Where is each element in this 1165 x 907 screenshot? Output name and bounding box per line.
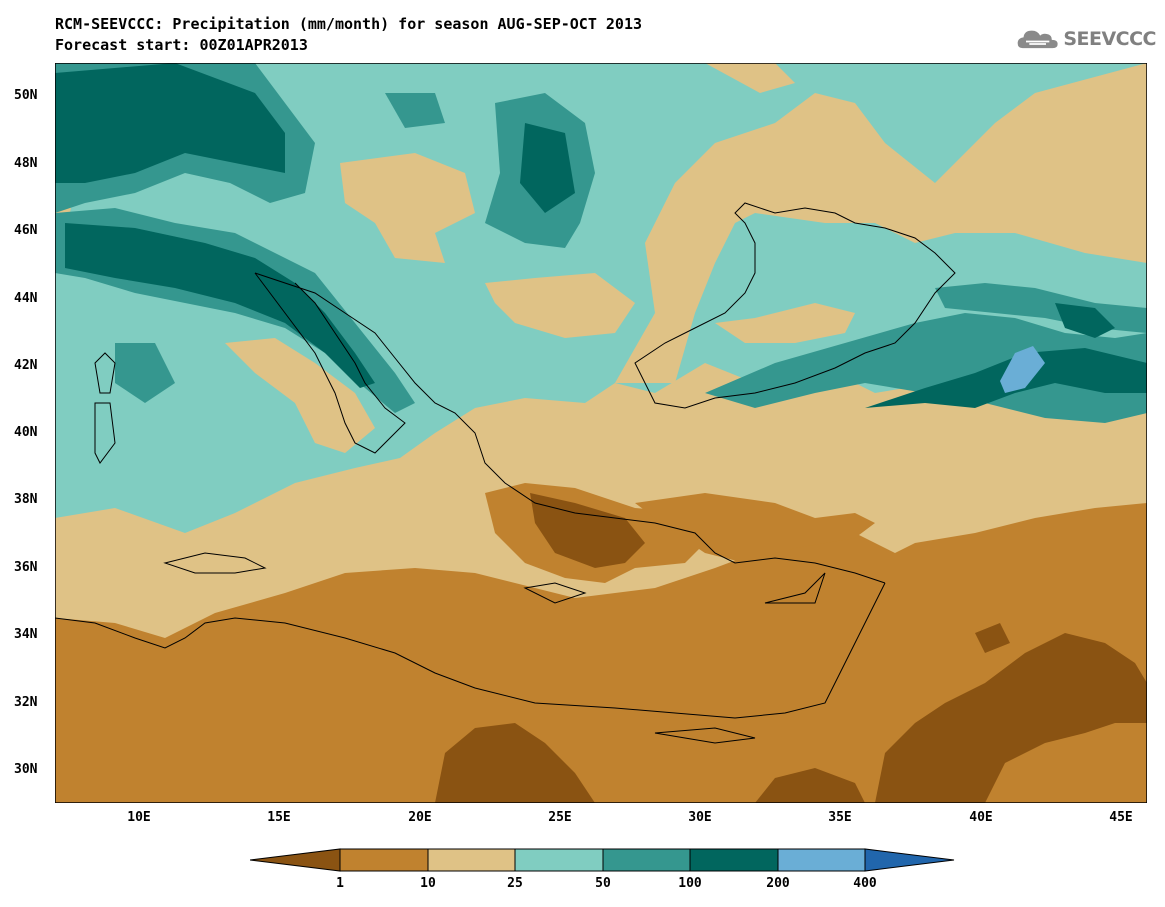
lat-label: 44N xyxy=(14,291,38,306)
lat-label: 40N xyxy=(14,425,38,440)
colorbar-bin-1-10 xyxy=(339,848,429,872)
coastlines xyxy=(55,202,956,744)
precipitation-map xyxy=(55,63,1147,803)
colorbar-label: 400 xyxy=(853,876,877,891)
colorbar-bin-200-400 xyxy=(777,848,866,872)
lat-label: 38N xyxy=(14,492,38,507)
lon-label: 35E xyxy=(828,810,852,825)
seevccc-logo: SEEVCCC xyxy=(1016,22,1156,56)
lon-label: 20E xyxy=(408,810,432,825)
lat-label: 34N xyxy=(14,627,38,642)
lon-label: 15E xyxy=(267,810,291,825)
map-title: RCM-SEEVCCC: Precipitation (mm/month) fo… xyxy=(55,14,642,56)
colorbar-label: 200 xyxy=(766,876,790,891)
colorbar-bin-below-1 xyxy=(250,848,341,872)
title-line-2: Forecast start: 00Z01APR2013 xyxy=(55,36,308,54)
lon-label: 25E xyxy=(548,810,572,825)
lat-label: 48N xyxy=(14,156,38,171)
cloud-icon xyxy=(1017,30,1058,49)
lon-label: 10E xyxy=(127,810,151,825)
lat-label: 42N xyxy=(14,358,38,373)
lat-label: 30N xyxy=(14,762,38,777)
lon-label: 30E xyxy=(688,810,712,825)
colorbar-bin-above-400 xyxy=(864,848,955,872)
colorbar-bin-50-100 xyxy=(602,848,691,872)
lat-label: 36N xyxy=(14,560,38,575)
colorbar-label: 10 xyxy=(420,876,436,891)
colorbar-label: 100 xyxy=(678,876,702,891)
lat-label: 32N xyxy=(14,695,38,710)
colorbar-bin-10-25 xyxy=(427,848,516,872)
lon-label: 45E xyxy=(1109,810,1133,825)
lon-label: 40E xyxy=(969,810,993,825)
logo-text: SEEVCCC xyxy=(1063,28,1156,50)
precip-below-1-zone xyxy=(435,493,1147,803)
colorbar-bin-100-200 xyxy=(689,848,779,872)
colorbar-label: 1 xyxy=(336,876,344,891)
colorbar-label: 50 xyxy=(595,876,611,891)
lat-label: 50N xyxy=(14,88,38,103)
colorbar-label: 25 xyxy=(507,876,523,891)
title-line-1: RCM-SEEVCCC: Precipitation (mm/month) fo… xyxy=(55,15,642,33)
colorbar xyxy=(250,848,955,872)
colorbar-bin-25-50 xyxy=(514,848,604,872)
lat-label: 46N xyxy=(14,223,38,238)
precip-200-400-zone xyxy=(1000,346,1045,393)
